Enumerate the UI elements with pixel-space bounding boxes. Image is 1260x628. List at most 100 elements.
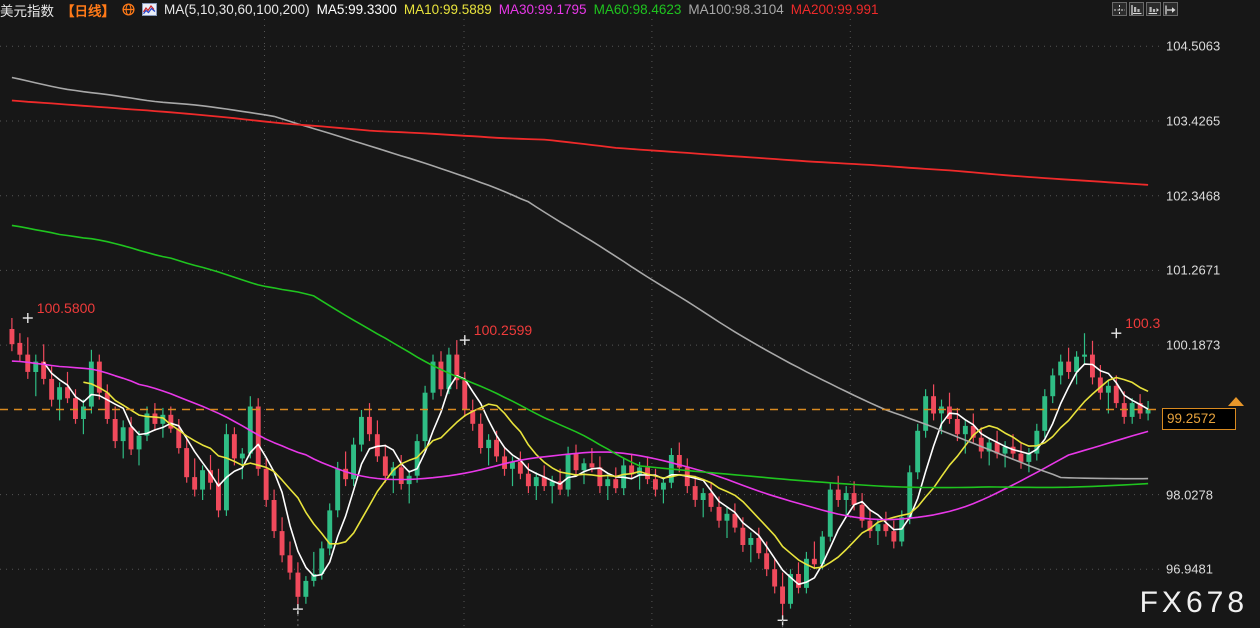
candle-body <box>430 361 436 393</box>
price-axis-label: 101.2671 <box>1166 262 1221 278</box>
candle-body <box>859 504 865 521</box>
ma30-value: MA30:99.1795 <box>498 2 587 17</box>
candle-body <box>970 425 976 438</box>
shift-chart-right-icon[interactable] <box>1146 2 1161 16</box>
price-axis-label: 100.1873 <box>1166 337 1221 353</box>
candle-body <box>780 586 785 604</box>
swing-marker <box>459 335 470 346</box>
candle-body <box>255 406 261 469</box>
candle-body <box>494 439 499 457</box>
candles <box>9 318 1151 621</box>
candle-body <box>716 506 722 521</box>
period-label: 【日线】 <box>61 3 115 19</box>
candle-body <box>1105 385 1111 393</box>
crosshair-move-icon[interactable] <box>1112 2 1127 16</box>
candle-body <box>724 513 730 521</box>
candle-body <box>136 435 142 450</box>
candle-body <box>144 413 150 436</box>
ma60-value: MA60:98.4623 <box>593 2 682 17</box>
candle-body <box>327 510 333 549</box>
candle-body <box>446 354 452 390</box>
candle-body <box>1026 453 1032 462</box>
candle-body <box>883 524 889 532</box>
chart-toolbar <box>1112 2 1178 16</box>
candle-body <box>756 538 762 554</box>
candle-body <box>192 477 198 490</box>
globe-icon[interactable] <box>122 3 135 16</box>
candle-body <box>168 414 174 429</box>
candle-body <box>748 538 754 545</box>
candle-body <box>176 428 182 449</box>
candle-body <box>351 444 356 480</box>
candle-body <box>931 396 936 414</box>
candle-body <box>1066 361 1072 372</box>
candle-body <box>49 378 55 400</box>
candle-body <box>239 453 245 459</box>
candle-body <box>17 342 23 355</box>
swing-marker <box>22 313 33 323</box>
candle-body <box>1145 409 1151 414</box>
candle-body <box>1074 356 1079 372</box>
candle-body <box>112 419 118 442</box>
candle-body <box>541 477 547 487</box>
candle-body <box>827 489 833 537</box>
candle-body <box>692 486 698 500</box>
ma-title-label: MA(5,10,30,60,100,200) <box>164 2 310 17</box>
ma200-line <box>11 99 1149 186</box>
candle-body <box>216 482 221 511</box>
candle-body <box>382 456 388 476</box>
candle-body <box>374 434 380 457</box>
candle-body <box>271 500 277 532</box>
candle-body <box>1018 453 1024 462</box>
candle-body <box>96 361 102 393</box>
candle-body <box>788 574 793 604</box>
candle-body <box>486 439 492 449</box>
candle-body <box>732 513 738 528</box>
ma60-line <box>11 224 1149 489</box>
candle-body <box>65 387 70 399</box>
scroll-to-end-icon[interactable] <box>1163 2 1178 16</box>
shift-chart-left-icon[interactable] <box>1129 2 1144 16</box>
candle-body <box>1137 403 1143 414</box>
candle-body <box>359 416 364 445</box>
candle-body <box>73 398 78 419</box>
candle-body <box>1082 354 1087 357</box>
candle-body <box>1129 403 1135 417</box>
candle-body <box>811 558 817 565</box>
price-axis[interactable]: 99.2572 104.5063 103.4265 102.3468 101.2671… <box>1160 19 1260 628</box>
candlestick-svg <box>0 19 1160 628</box>
candle-body <box>510 461 515 469</box>
watermark: FX678 <box>1139 586 1248 619</box>
annotation-high: 100.3599 <box>1125 315 1160 332</box>
candle-body <box>120 427 126 442</box>
candle-body <box>629 465 635 475</box>
candle-body <box>835 489 841 500</box>
candle-body <box>796 574 801 588</box>
candle-body <box>605 479 611 487</box>
candle-body <box>573 453 579 471</box>
candle-body <box>231 434 237 459</box>
candle-body <box>843 493 849 500</box>
candle-body <box>160 414 166 424</box>
candle-body <box>1113 385 1119 404</box>
candle-body <box>1034 430 1040 454</box>
candle-body <box>549 481 555 487</box>
candle-body <box>740 527 746 545</box>
candle-body <box>517 461 523 474</box>
last-price-arrow <box>1228 396 1244 406</box>
candle-body <box>152 413 158 424</box>
candle-body <box>557 481 563 490</box>
candle-body <box>700 493 706 500</box>
chart-thumbnail-icon[interactable] <box>142 3 157 16</box>
candle-body <box>851 493 857 505</box>
candle-body <box>819 536 825 565</box>
ma10-value: MA10:99.5889 <box>403 2 492 17</box>
candle-body <box>1042 396 1048 431</box>
candle-body <box>200 470 205 490</box>
candle-body <box>915 430 921 473</box>
candle-body <box>81 406 86 419</box>
price-axis-label: 103.4265 <box>1166 113 1221 129</box>
candle-body <box>454 354 460 381</box>
